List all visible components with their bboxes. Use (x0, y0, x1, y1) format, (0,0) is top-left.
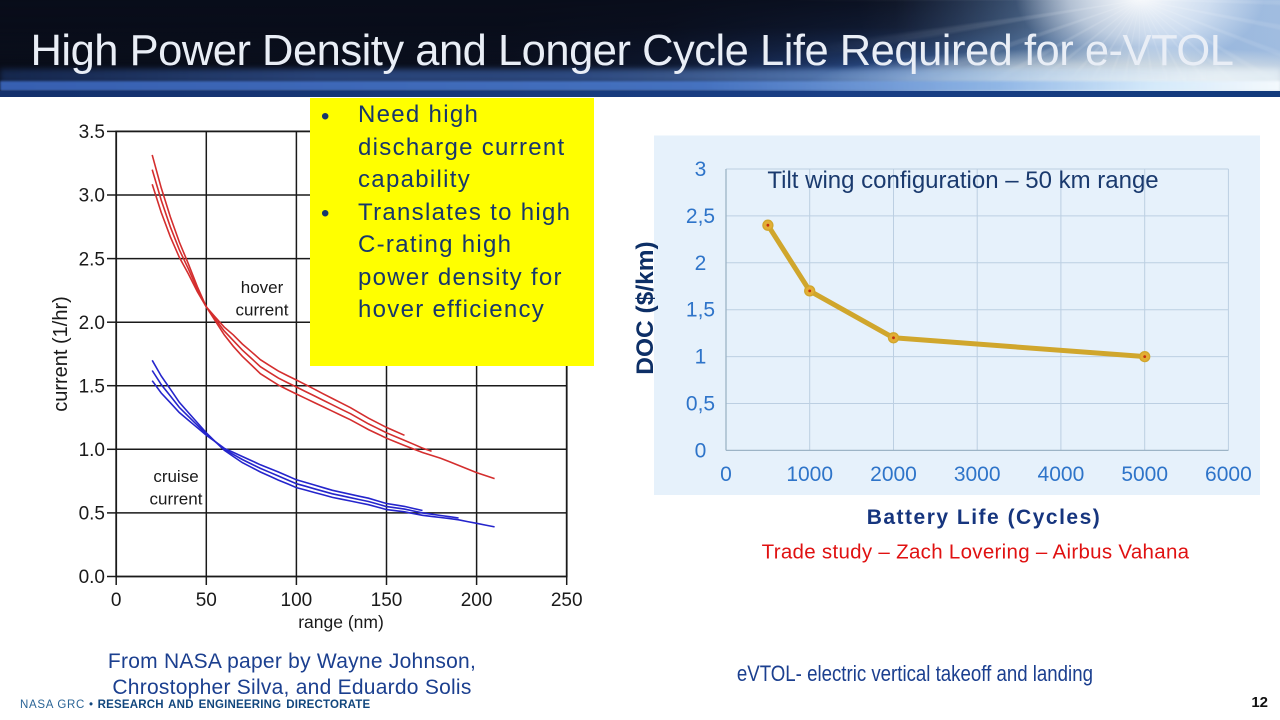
svg-text:2,5: 2,5 (686, 205, 715, 228)
svg-text:4000: 4000 (1038, 463, 1085, 486)
svg-text:50: 50 (196, 590, 217, 611)
svg-text:0.0: 0.0 (79, 567, 105, 588)
svg-text:200: 200 (461, 590, 493, 611)
svg-text:0: 0 (695, 439, 707, 462)
svg-text:Trade study – Zach Lovering –: Trade study – Zach Lovering – Airbus Vah… (762, 541, 1190, 564)
svg-text:3: 3 (695, 158, 707, 181)
svg-text:range (nm): range (nm) (298, 612, 384, 632)
svg-text:6000: 6000 (1205, 463, 1252, 486)
svg-text:hover: hover (241, 278, 284, 297)
svg-text:current: current (150, 490, 203, 509)
svg-text:250: 250 (551, 590, 583, 611)
svg-text:2.5: 2.5 (79, 249, 105, 270)
svg-text:3.5: 3.5 (79, 122, 105, 143)
svg-text:3000: 3000 (954, 463, 1001, 486)
svg-text:0: 0 (720, 463, 732, 486)
svg-text:1.0: 1.0 (79, 440, 105, 461)
svg-text:100: 100 (281, 590, 313, 611)
svg-text:3.0: 3.0 (79, 186, 105, 207)
svg-text:150: 150 (371, 590, 403, 611)
svg-text:2: 2 (695, 252, 707, 275)
svg-text:5000: 5000 (1121, 463, 1168, 486)
svg-text:Tilt wing configuration – 50 k: Tilt wing configuration – 50 km range (767, 167, 1158, 194)
svg-text:2000: 2000 (870, 463, 917, 486)
svg-text:1: 1 (695, 346, 707, 369)
svg-text:current: current (236, 301, 289, 320)
svg-text:0.5: 0.5 (79, 504, 105, 525)
svg-text:current (1/hr): current (1/hr) (50, 296, 72, 412)
svg-text:Battery Life (Cycles): Battery Life (Cycles) (867, 506, 1102, 529)
svg-text:0: 0 (111, 590, 122, 611)
svg-text:cruise: cruise (153, 467, 198, 486)
svg-text:0,5: 0,5 (686, 393, 715, 416)
svg-text:1.5: 1.5 (79, 376, 105, 397)
svg-text:DOC ($/km): DOC ($/km) (632, 241, 659, 374)
svg-text:2.0: 2.0 (79, 313, 105, 334)
svg-text:1,5: 1,5 (686, 299, 715, 322)
svg-text:1000: 1000 (786, 463, 833, 486)
